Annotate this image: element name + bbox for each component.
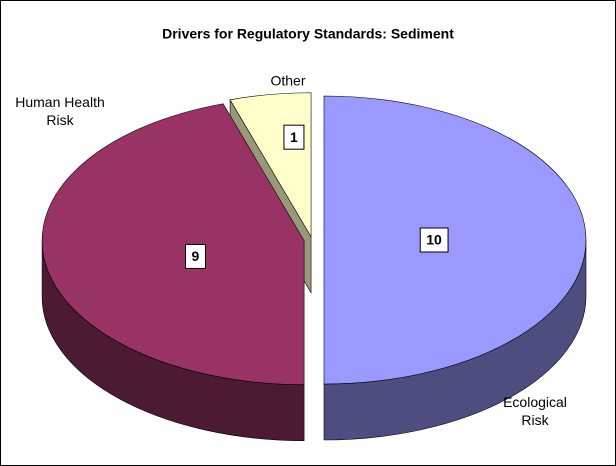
value-label: 1 xyxy=(290,129,298,145)
slice-top xyxy=(323,95,587,385)
category-label-line: Human Health xyxy=(15,94,105,110)
category-label: Ecological Risk xyxy=(503,394,567,428)
value-label: 10 xyxy=(426,232,442,248)
slice-top xyxy=(41,103,305,385)
value-label-box xyxy=(283,124,305,150)
category-label-line: Risk xyxy=(46,112,74,128)
category-label-line: Risk xyxy=(521,412,549,428)
value-label: 9 xyxy=(192,248,200,264)
pie-slice xyxy=(323,95,587,441)
value-label-box xyxy=(419,227,449,253)
value-label-box xyxy=(185,243,207,269)
chart-title: Drivers for Regulatory Standards: Sedime… xyxy=(162,26,454,42)
category-label: Human Health Risk xyxy=(15,94,105,128)
category-label-line: Ecological xyxy=(503,394,567,410)
pie-slice xyxy=(41,103,305,441)
category-label: Other xyxy=(270,73,305,89)
